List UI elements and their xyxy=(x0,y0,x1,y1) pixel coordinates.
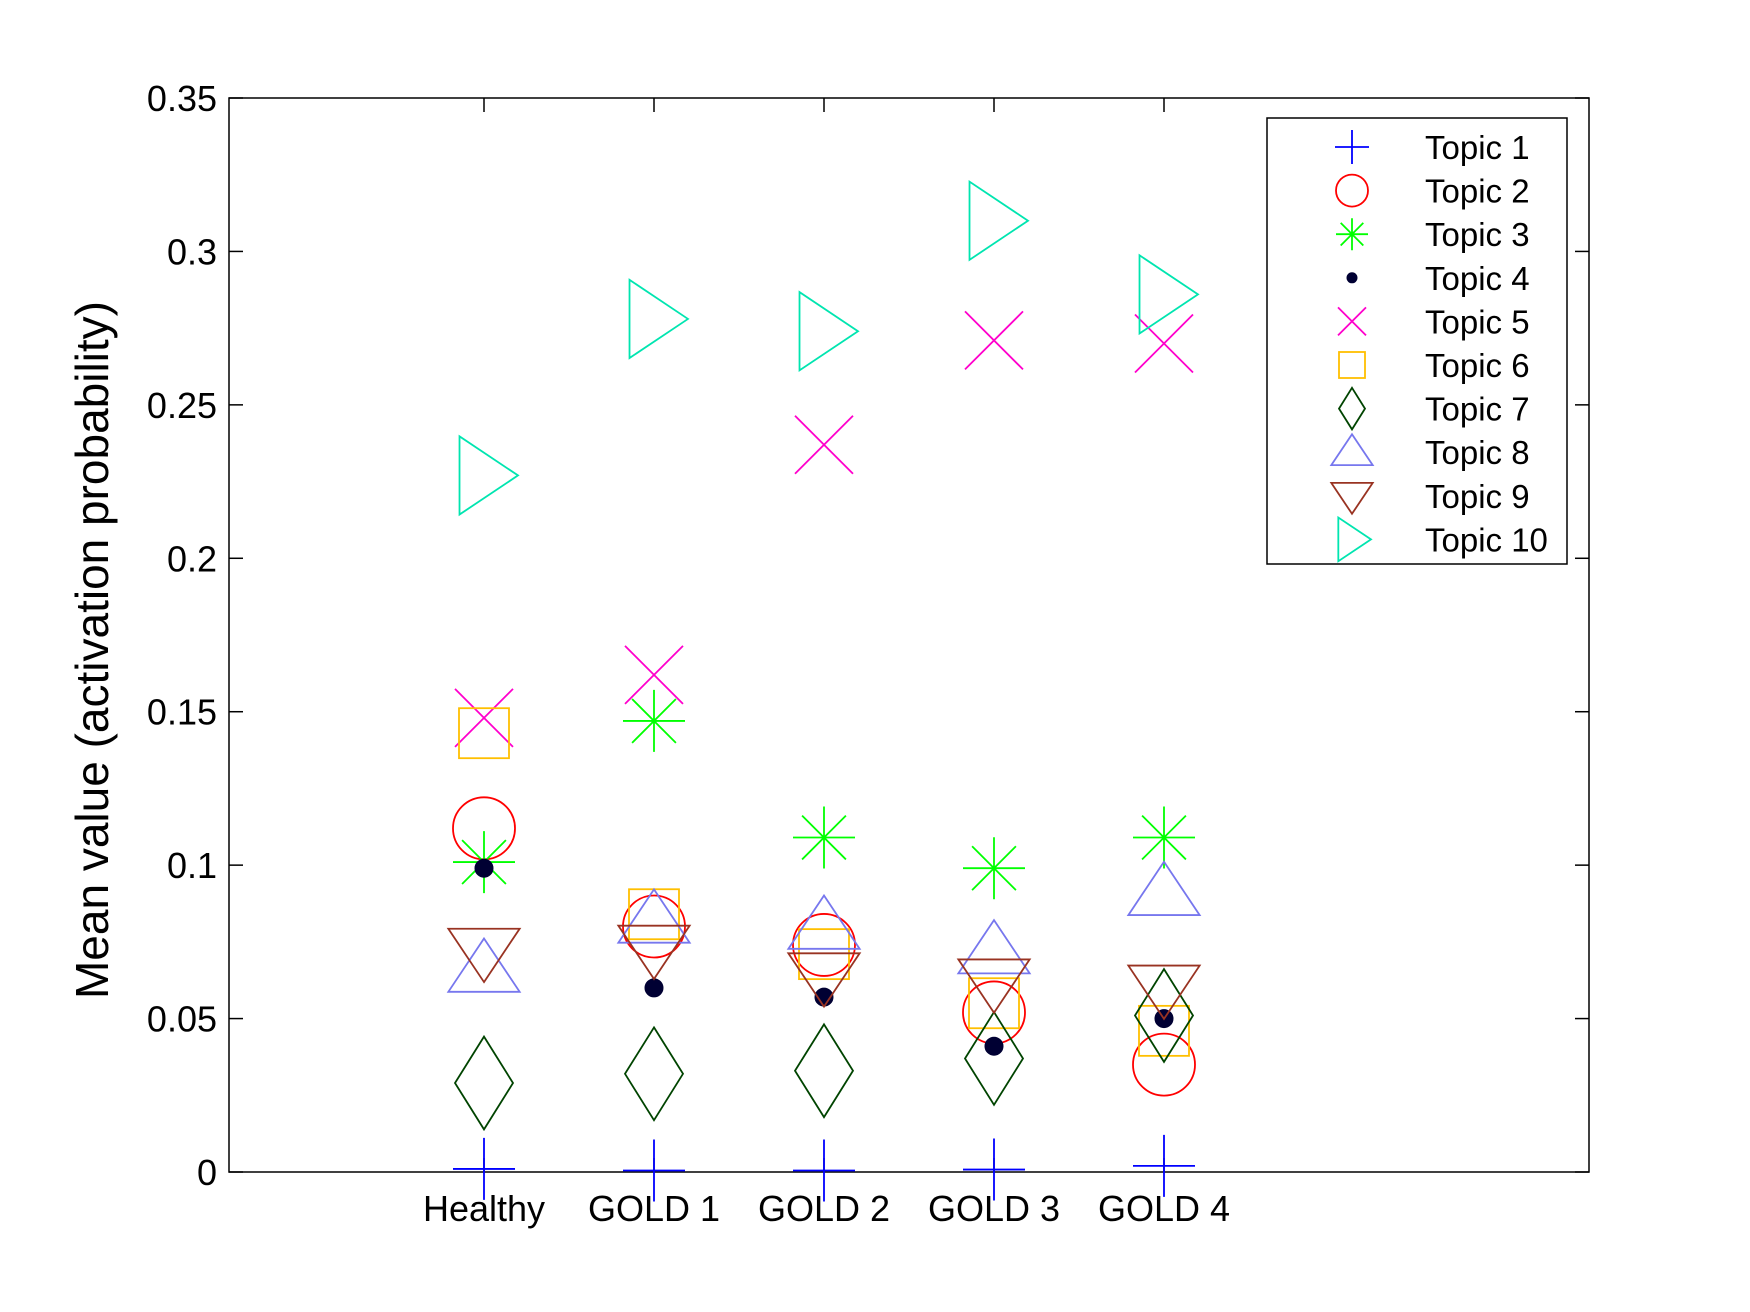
data-point xyxy=(1134,313,1194,374)
data-point xyxy=(616,887,692,944)
legend-label: Topic 6 xyxy=(1425,347,1530,384)
legend-item: Topic 2 xyxy=(1335,173,1530,210)
data-point xyxy=(624,645,684,705)
data-point xyxy=(956,918,1032,975)
series-topic-1 xyxy=(453,1134,1195,1202)
data-point xyxy=(956,958,1032,1015)
data-point xyxy=(458,434,520,517)
data-point xyxy=(792,913,856,977)
data-point xyxy=(1126,860,1202,916)
data-point xyxy=(1138,1004,1190,1057)
data-point xyxy=(1133,967,1195,1064)
y-tick-label: 0.2 xyxy=(167,538,217,579)
data-point xyxy=(968,977,1020,1030)
legend-marker xyxy=(1336,218,1368,251)
data-point xyxy=(964,310,1024,371)
legend-item: Topic 8 xyxy=(1329,432,1530,471)
legend-label: Topic 5 xyxy=(1425,303,1530,340)
data-marks xyxy=(446,179,1202,1202)
data-point xyxy=(1126,964,1202,1021)
data-point xyxy=(793,1139,855,1202)
data-point xyxy=(644,978,664,998)
data-point xyxy=(963,837,1025,900)
legend-item: Topic 7 xyxy=(1337,386,1530,432)
series-topic-5 xyxy=(454,310,1194,748)
series-topic-9 xyxy=(446,924,1202,1021)
legend-marker xyxy=(1335,130,1369,164)
y-tick-label: 0.25 xyxy=(147,385,217,426)
data-point xyxy=(446,927,522,984)
legend-label: Topic 3 xyxy=(1425,216,1530,253)
legend-item: Topic 10 xyxy=(1337,515,1548,563)
legend-label: Topic 7 xyxy=(1425,391,1530,428)
y-tick-label: 0.05 xyxy=(147,999,217,1040)
data-point xyxy=(798,290,860,372)
y-tick-label: 0.1 xyxy=(167,845,217,886)
data-point xyxy=(446,936,522,993)
data-point xyxy=(963,1010,1025,1107)
data-point xyxy=(616,924,692,981)
legend-label: Topic 2 xyxy=(1425,173,1530,210)
data-point xyxy=(623,689,685,752)
data-point xyxy=(1133,1134,1195,1197)
legend-item: Topic 3 xyxy=(1336,216,1530,253)
data-point xyxy=(474,858,494,878)
data-point xyxy=(968,179,1030,262)
legend-marker xyxy=(1346,272,1358,284)
legend-label: Topic 4 xyxy=(1425,260,1530,297)
legend-item: Topic 1 xyxy=(1335,129,1530,166)
data-point xyxy=(786,952,862,1009)
legend-box xyxy=(1266,117,1568,565)
data-point xyxy=(794,415,854,475)
data-point xyxy=(793,806,855,869)
series-topic-8 xyxy=(446,860,1202,993)
legend-marker xyxy=(1337,515,1373,563)
data-point xyxy=(454,688,514,748)
data-point xyxy=(984,1036,1004,1056)
data-point xyxy=(453,1034,515,1132)
data-point xyxy=(793,1022,855,1119)
y-tick-label: 0.35 xyxy=(147,78,217,119)
legend-label: Topic 8 xyxy=(1425,434,1530,471)
legend-item: Topic 6 xyxy=(1338,347,1530,384)
y-tick-label: 0 xyxy=(197,1152,217,1193)
legend: Topic 1 Topic 2 Topic 3 Topic 4 Topic 5 Topic… xyxy=(1266,117,1568,565)
legend-label: Topic 1 xyxy=(1425,129,1530,166)
data-point xyxy=(1138,253,1200,336)
legend-marker xyxy=(1337,306,1367,337)
y-axis-ticks: 0 0.05 0.1 0.15 0.2 0.25 0.3 0.35 xyxy=(147,78,1589,1193)
y-tick-label: 0.15 xyxy=(147,692,217,733)
data-point xyxy=(458,707,510,760)
series-topic-10 xyxy=(458,179,1200,517)
legend-marker xyxy=(1329,432,1375,467)
legend-marker xyxy=(1338,351,1366,379)
series-topic-7 xyxy=(453,967,1195,1132)
legend-item: Topic 9 xyxy=(1329,478,1530,516)
legend-marker xyxy=(1337,386,1367,432)
data-point xyxy=(963,1138,1025,1201)
data-point xyxy=(1133,806,1195,869)
data-point xyxy=(623,1139,685,1202)
legend-marker xyxy=(1329,481,1375,516)
data-point xyxy=(453,1137,515,1200)
data-point xyxy=(1132,1032,1196,1097)
legend-label: Topic 9 xyxy=(1425,478,1530,515)
y-axis-label: Mean value (activation probability) xyxy=(66,301,118,999)
data-point xyxy=(786,893,862,950)
legend-marker xyxy=(1335,173,1369,208)
data-point xyxy=(623,1025,685,1122)
data-point xyxy=(628,278,690,360)
legend-label: Topic 10 xyxy=(1425,521,1548,558)
legend-item: Topic 4 xyxy=(1346,260,1530,297)
y-tick-label: 0.3 xyxy=(167,231,217,272)
legend-item: Topic 5 xyxy=(1337,303,1530,340)
